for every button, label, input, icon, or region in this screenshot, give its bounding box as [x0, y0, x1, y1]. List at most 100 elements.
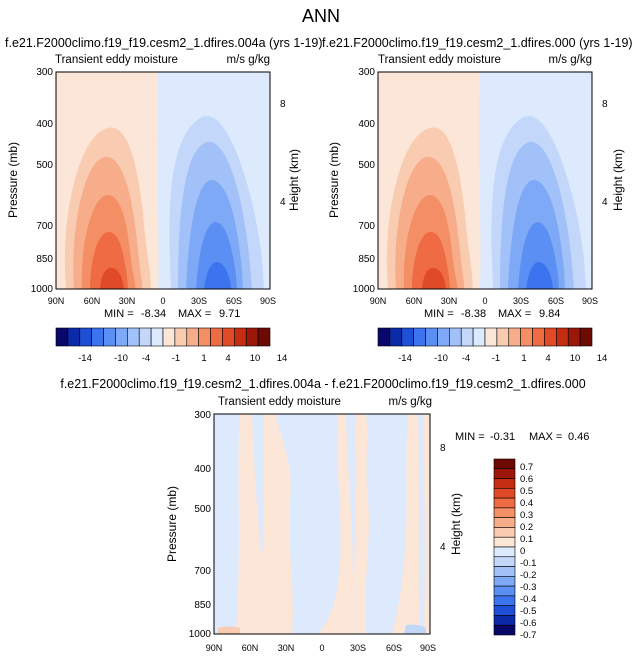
panel-1-colorbar-swatch-1	[67, 327, 81, 347]
panel-3-colorbar-label-1: 0.6	[520, 474, 533, 485]
panel-2-colorbar-label-5: 4	[545, 353, 550, 364]
panel-1-xtick-6: 90S	[260, 296, 276, 306]
panel-1-colorbar-label-0: -14	[78, 353, 92, 364]
panel-1-xtick-2: 30N	[119, 296, 136, 306]
panel-3-negative-band-1	[214, 414, 240, 634]
panel-2-ytick-0: 300	[358, 67, 375, 78]
panel-2-ytick-4: 850	[358, 254, 375, 265]
panel-3-y2tick-1: 4	[440, 542, 446, 553]
panel-1-colorbar-label-2: -4	[142, 353, 150, 364]
panel-1-y2tick-1: 4	[280, 197, 286, 208]
panel-3-colorbar-swatch-8	[493, 536, 516, 548]
panel-2-y2tick-1: 4	[602, 197, 608, 208]
panel-2-xtick-5: 60S	[548, 296, 564, 306]
panel-3-negative-band-5	[365, 414, 408, 634]
panel-1-ylabel: Pressure (mb)	[6, 142, 20, 218]
panel-2-ylabel: Pressure (mb)	[327, 142, 341, 218]
panel-3-colorbar-label-12: -0.5	[520, 606, 536, 617]
panel-3-colorbar-swatch-3	[493, 488, 516, 499]
panel-3-xtick-6: 90S	[420, 643, 436, 653]
panel-1-min-value: -8.34	[141, 308, 166, 320]
panel-1-colorbar-swatch-7	[138, 327, 152, 347]
panel-2-colorbar-swatch-17	[579, 327, 593, 347]
panel-2-min-value: -8.38	[461, 308, 486, 320]
panel-3-colorbar-swatch-10	[493, 556, 516, 567]
panel-3-contour-pos-1	[218, 626, 240, 634]
panel-2-colorbar-label-3: -1	[492, 353, 500, 364]
panel-3-colorbar-swatch-12	[493, 576, 516, 587]
panel-2-colorbar-swatch-5	[437, 327, 450, 347]
panel-1-colorbar-swatch-14	[222, 327, 235, 347]
panel-1-ytick-3: 700	[36, 221, 53, 232]
panel-3-colorbar-swatch-2	[493, 478, 516, 489]
panel-1-ytick-2: 500	[36, 160, 53, 171]
panel-1-left-label: Transient eddy moisture	[55, 54, 178, 66]
panel-2-colorbar-label-6: 10	[570, 353, 581, 364]
panel-3-xtick-1: 60N	[242, 643, 259, 653]
panel-3-negative-band-4	[346, 414, 356, 580]
panel-1-xtick-4: 30S	[191, 296, 207, 306]
panel-3-ytick-5: 1000	[189, 629, 212, 640]
panel-3-xtick-4: 30S	[350, 643, 366, 653]
panel-2-y2tick-0: 8	[602, 99, 608, 110]
panel-1-colorbar-label-7: 14	[277, 353, 288, 364]
panel-1-frame	[55, 71, 271, 290]
panel-2: f.e21.F2000climo.f19_f19.cesm2_1.dfires.…	[322, 36, 633, 364]
panel-3-colorbar-label-4: 0.3	[520, 510, 533, 521]
panel-2-title: f.e21.F2000climo.f19_f19.cesm2_1.dfires.…	[322, 36, 633, 50]
panel-2-xtick-6: 90S	[582, 296, 598, 306]
panel-3-colorbar-label-13: -0.6	[520, 618, 536, 629]
panel-2-colorbar-swatch-7	[460, 327, 474, 347]
panel-2-xtick-2: 30N	[441, 296, 458, 306]
panel-2-xtick-4: 30S	[513, 296, 529, 306]
panel-2-max-value: 9.84	[539, 308, 560, 320]
panel-1: f.e21.F2000climo.f19_f19.cesm2_1.dfires.…	[5, 36, 323, 364]
panel-1-colorbar-swatch-2	[79, 327, 92, 347]
panel-3-left-label: Transient eddy moisture	[218, 396, 341, 408]
panel-1-title: f.e21.F2000climo.f19_f19.cesm2_1.dfires.…	[5, 36, 323, 50]
panel-2-colorbar-swatch-16	[567, 327, 581, 347]
panel-2-colorbar-swatch-1	[389, 327, 403, 347]
panel-3-min-label: MIN =	[455, 431, 485, 443]
panel-3-colorbar-swatch-6	[493, 517, 516, 528]
panel-1-max-value: 9.71	[219, 308, 240, 320]
panel-2-colorbar-label-0: -14	[398, 353, 412, 364]
panel-3-colorbar-label-7: 0	[520, 546, 525, 557]
panel-2-xtick-1: 60N	[406, 296, 423, 306]
panel-1-colorbar-swatch-5	[115, 327, 128, 347]
panel-3: f.e21.F2000climo.f19_f19.cesm2_1.dfires.…	[60, 377, 589, 653]
panel-2-right-label: m/s g/kg	[549, 54, 592, 66]
panel-1-ytick-0: 300	[36, 67, 53, 78]
panel-1-colorbar-label-6: 10	[250, 353, 261, 364]
panel-1-ytick-5: 1000	[31, 284, 54, 295]
panel-3-xtick-2: 30N	[278, 643, 295, 653]
panel-1-colorbar-label-4: 1	[201, 353, 206, 364]
panel-1-max-label: MAX =	[178, 308, 211, 320]
panel-3-colorbar-label-11: -0.4	[520, 594, 536, 605]
panel-3-colorbar	[493, 458, 516, 636]
panel-2-colorbar-swatch-14	[544, 327, 557, 347]
panel-1-colorbar-swatch-0	[55, 327, 69, 347]
panel-2-colorbar-swatch-10	[496, 327, 510, 347]
panel-3-colorbar-swatch-7	[493, 527, 516, 538]
panel-3-min-value: -0.31	[490, 431, 515, 443]
panel-3-colorbar-label-10: -0.3	[520, 582, 536, 593]
panel-3-colorbar-swatch-1	[493, 468, 516, 479]
panel-2-left-label: Transient eddy moisture	[378, 54, 501, 66]
panel-2-frame	[377, 71, 593, 290]
panel-1-colorbar-label-1: -10	[114, 353, 128, 364]
panel-2-plot	[377, 71, 593, 290]
panel-2-ytick-5: 1000	[353, 284, 376, 295]
panel-2-ytick-2: 500	[358, 160, 375, 171]
panel-3-xtick-3: 0	[319, 643, 324, 653]
panel-2-colorbar-swatch-4	[425, 327, 438, 347]
panel-1-contour-pos-5	[100, 267, 124, 289]
panel-3-negative-band-6	[418, 414, 425, 634]
panel-3-colorbar-swatch-4	[493, 497, 516, 509]
panel-1-min-label: MIN =	[104, 308, 134, 320]
panel-1-colorbar-swatch-6	[127, 327, 140, 347]
panel-3-ytick-4: 850	[194, 600, 211, 611]
panel-1-ytick-1: 400	[36, 119, 53, 130]
panel-3-colorbar-swatch-13	[493, 585, 516, 597]
panel-1-colorbar-swatch-8	[150, 327, 164, 347]
